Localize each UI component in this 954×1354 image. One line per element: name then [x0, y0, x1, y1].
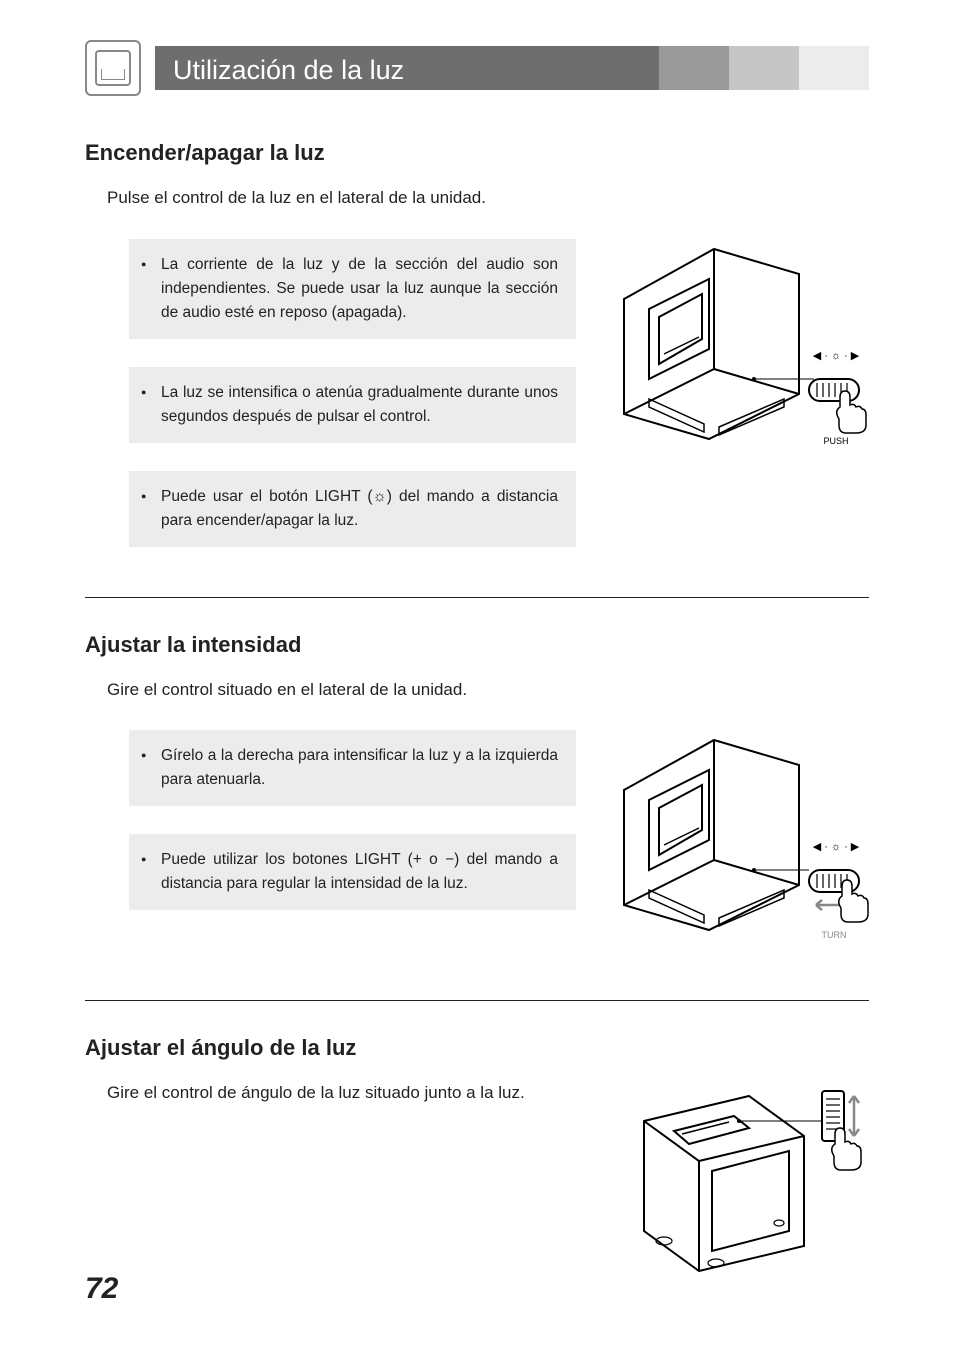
page-title: Utilización de la luz	[155, 46, 659, 90]
info-bullet: La corriente de la luz y de la sección d…	[129, 239, 576, 339]
section-icon	[85, 40, 141, 96]
section-divider	[85, 1000, 869, 1001]
section-angle: Ajustar el ángulo de la luz Gire el cont…	[85, 1035, 869, 1281]
section-intro: Pulse el control de la luz en el lateral…	[107, 186, 537, 211]
push-label: PUSH	[823, 436, 848, 446]
info-bullet: La luz se intensifica o atenúa gradualme…	[129, 367, 576, 443]
diagram-push-control: ◀ · ☼ · ▶ PUSH	[604, 239, 869, 459]
bullet-text: Puede usar el botón LIGHT (☼) del mando …	[143, 485, 558, 533]
section-intensity: Ajustar la intensidad Gire el control si…	[85, 632, 869, 951]
diagram-turn-control: ◀ · ☼ · ▶	[604, 730, 869, 950]
bullet-text: Gírelo a la derecha para intensificar la…	[143, 744, 558, 792]
turn-label: TURN	[822, 930, 847, 940]
title-bar: Utilización de la luz	[155, 46, 869, 90]
page-number: 72	[85, 1272, 118, 1306]
light-indicator-icon: ◀ · ☼ · ▶	[813, 350, 860, 362]
section-heading: Encender/apagar la luz	[85, 140, 869, 166]
info-bullet: Puede usar el botón LIGHT (☼) del mando …	[129, 471, 576, 547]
section-heading: Ajustar el ángulo de la luz	[85, 1035, 869, 1061]
info-bullet: Gírelo a la derecha para intensificar la…	[129, 730, 576, 806]
section-intro: Gire el control situado en el lateral de…	[107, 678, 537, 703]
section-heading: Ajustar la intensidad	[85, 632, 869, 658]
title-segment	[729, 46, 799, 90]
section-on-off: Encender/apagar la luz Pulse el control …	[85, 140, 869, 547]
title-segment	[659, 46, 729, 90]
light-indicator-icon: ◀ · ☼ · ▶	[813, 841, 860, 853]
info-bullet: Puede utilizar los botones LIGHT (+ o −)…	[129, 834, 576, 910]
page-header: Utilización de la luz	[85, 40, 869, 96]
title-segment	[799, 46, 869, 90]
bullet-text: La corriente de la luz y de la sección d…	[143, 253, 558, 325]
section-divider	[85, 597, 869, 598]
section-intro: Gire el control de ángulo de la luz situ…	[107, 1081, 537, 1106]
diagram-angle-control	[604, 1081, 869, 1281]
bullet-text: Puede utilizar los botones LIGHT (+ o −)…	[143, 848, 558, 896]
bullet-text: La luz se intensifica o atenúa gradualme…	[143, 381, 558, 429]
